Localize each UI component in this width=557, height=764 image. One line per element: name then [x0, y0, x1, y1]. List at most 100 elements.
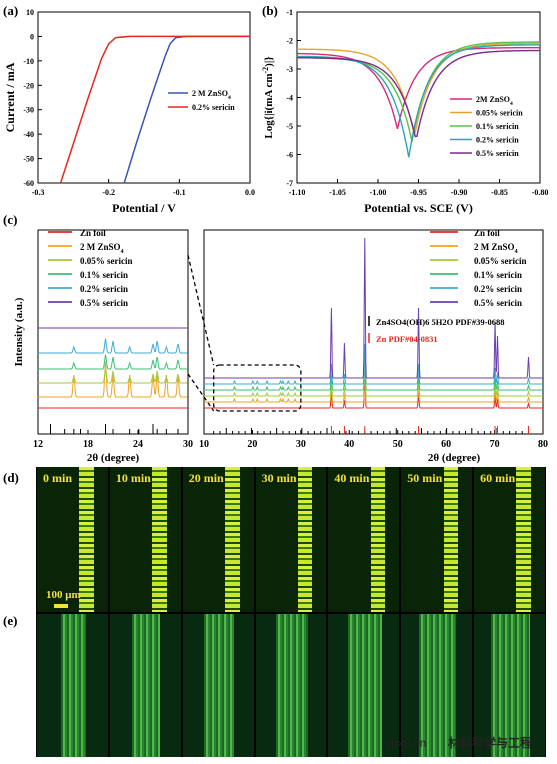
xrd-trace — [204, 343, 543, 385]
top-view-image: 0 min — [37, 467, 108, 612]
x-tick-label: -1.10 — [289, 188, 306, 197]
y-tick-label: -60 — [23, 179, 34, 188]
x-axis-label: 2θ (degree) — [428, 452, 481, 464]
x-tick-label: -0.90 — [451, 188, 468, 197]
side-view-image — [474, 614, 545, 757]
scale-bar-label: 100 μm — [46, 589, 81, 601]
xrd-trace — [204, 377, 543, 409]
x-tick-label: 60 — [441, 439, 451, 450]
top-view-image: 30 min — [255, 467, 327, 612]
x-tick-label: -0.85 — [491, 188, 508, 197]
reference-label: Zn PDF#04-0831 — [376, 334, 438, 344]
panel-label-c: (c) — [3, 212, 18, 227]
time-label: 20 min — [188, 471, 224, 485]
x-tick-label: 12 — [33, 439, 43, 450]
x-tick-label: -0.2 — [102, 188, 115, 197]
deposit-strip — [224, 467, 240, 612]
legend-label: 0.2% sericin — [476, 136, 519, 145]
xrd-trace — [204, 371, 543, 403]
side-view-image — [182, 614, 254, 757]
x-axis-label: 2θ (degree) — [87, 452, 140, 464]
legend-label: 0.05% sericin — [474, 256, 527, 266]
lsv-chart: -0.3 -0.2 -0.1 0.0 10 0 -10 -20 -30 -40 -50 -60 Pote… — [3, 8, 255, 215]
y-tick-label: -1 — [286, 8, 293, 17]
y-tick-label: -10 — [23, 57, 34, 66]
x-tick-label: 30 — [296, 439, 306, 450]
main-frame — [203, 229, 544, 435]
deposit-band — [419, 614, 456, 757]
series-line — [297, 42, 540, 133]
y-axis-label: Current / mA — [3, 62, 17, 132]
y-tick-label: -2 — [286, 37, 293, 46]
panel-label-e: (e) — [3, 613, 18, 628]
series-line — [297, 49, 540, 138]
panel-label-d: (d) — [3, 470, 19, 485]
x-tick-label: 18 — [83, 439, 93, 450]
y-axis-label: Log{|i(mA cm-2)|} — [261, 56, 275, 138]
deposit-band — [275, 614, 308, 757]
y-tick-label: -5 — [286, 122, 293, 131]
deposit-strip — [297, 467, 313, 612]
x-tick-label: 40 — [344, 439, 354, 450]
top-view-image: 40 min — [328, 467, 400, 612]
side-view-image — [109, 614, 181, 757]
deposit-strip — [516, 467, 531, 612]
panel-label-b: (b) — [262, 3, 278, 18]
tafel-chart: -1.10 -1.05 -1.00 -0.95 -0.90 -0.85 -0.80 -1 -2 -… — [261, 8, 548, 215]
legend-label: 0.2% sericin — [192, 103, 235, 112]
plot-frame — [37, 11, 251, 184]
scale-bar — [54, 604, 68, 608]
side-view-image — [37, 614, 108, 757]
reference-label: Zn4SO4(OH)6 5H2O PDF#39-0688 — [376, 317, 504, 327]
legend-label: 2M ZnSO4 — [476, 95, 513, 107]
legend-label: Zn foil — [474, 228, 500, 238]
legend-label: 0.05% sericin — [80, 256, 133, 266]
deposit-strip — [79, 467, 94, 612]
time-label: 0 min — [43, 471, 73, 485]
y-tick-label: -4 — [286, 94, 293, 103]
legend-label: 0.2% sericin — [80, 284, 128, 294]
deposit-strip — [152, 467, 167, 612]
deposit-strip — [443, 467, 459, 612]
x-tick-label: 24 — [133, 439, 143, 450]
x-tick-label: 70 — [490, 439, 500, 450]
x-tick-label: 0.0 — [245, 188, 255, 197]
legend-label: 0.5% sericin — [476, 149, 519, 158]
x-tick-label: 10 — [199, 439, 209, 450]
deposit-band — [132, 614, 161, 757]
legend-label: 0.1% sericin — [476, 122, 519, 131]
legend-label: 0.5% sericin — [80, 298, 128, 308]
legend-label: 0.5% sericin — [474, 298, 522, 308]
top-view-image: 60 min — [474, 467, 545, 612]
deposit-band — [60, 614, 87, 757]
zoom-connector — [187, 254, 215, 366]
x-axis-label: Potential / V — [112, 201, 176, 215]
x-tick-label: 20 — [247, 439, 257, 450]
xrd-trace — [204, 237, 543, 379]
y-tick-label: -30 — [23, 106, 34, 115]
y-axis-label: Intensity (a.u.) — [13, 297, 25, 366]
y-tick-label: -7 — [286, 179, 293, 188]
y-tick-label: -20 — [23, 81, 34, 90]
xrd-trace — [38, 368, 188, 384]
microscopy-panels: 0 min 10 min 20 min 30 min 40 min 50 min 60 mi… — [36, 467, 546, 757]
panel-label-a: (a) — [3, 3, 19, 18]
top-view-image: 10 min — [109, 467, 181, 612]
deposit-band — [347, 614, 382, 757]
legend-label: 0.1% sericin — [474, 270, 522, 280]
legend-label: 2 M ZnSO4 — [192, 89, 231, 101]
legend-label: 0.05% sericin — [476, 109, 523, 118]
legend-label: 2 M ZnSO4 — [474, 242, 519, 255]
xrd-trace — [38, 354, 188, 370]
x-tick-label: 30 — [183, 439, 193, 450]
xrd-trace — [38, 338, 188, 354]
deposit-strip — [370, 467, 386, 612]
x-tick-label: -0.3 — [32, 188, 45, 197]
x-axis-label: Potential vs. SCE (V) — [364, 201, 473, 215]
watermark-account: 材料科学与工程 — [448, 736, 533, 750]
time-label: 30 min — [261, 471, 297, 485]
y-tick-label: 10 — [26, 8, 34, 17]
zoom-box — [213, 364, 302, 412]
time-label: 40 min — [334, 471, 370, 485]
y-tick-label: -3 — [286, 65, 293, 74]
